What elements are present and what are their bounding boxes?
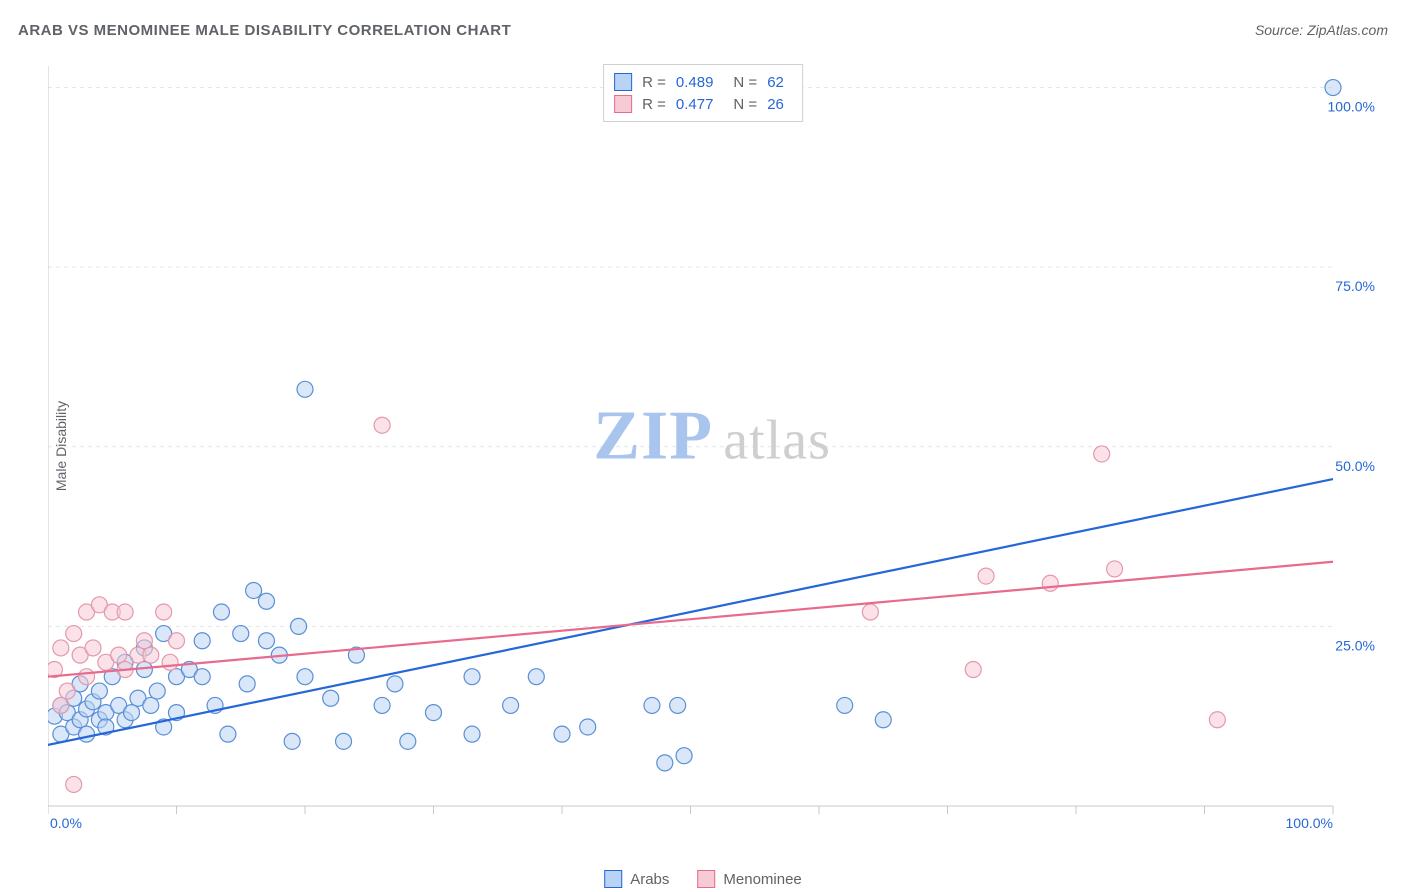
n-value-menominee: 26 bbox=[767, 96, 784, 113]
legend-swatch-arabs bbox=[614, 73, 632, 91]
r-label: R = bbox=[642, 74, 666, 91]
legend-swatch-menominee bbox=[614, 95, 632, 113]
legend-label-arabs: Arabs bbox=[630, 871, 669, 888]
svg-text:atlas: atlas bbox=[723, 409, 831, 471]
svg-text:75.0%: 75.0% bbox=[1335, 278, 1375, 294]
chart-svg: 25.0% 50.0% 75.0% 100.0% ZIPatlas 0.0% 100.0% bbox=[48, 58, 1378, 828]
source-label: Source: ZipAtlas.com bbox=[1255, 22, 1388, 38]
r-label: R = bbox=[642, 96, 666, 113]
svg-text:50.0%: 50.0% bbox=[1335, 458, 1375, 474]
chart-title: ARAB VS MENOMINEE MALE DISABILITY CORREL… bbox=[18, 22, 511, 39]
legend-item-arabs: Arabs bbox=[604, 870, 669, 888]
scatter-chart: 25.0% 50.0% 75.0% 100.0% ZIPatlas 0.0% 100.0% bbox=[48, 58, 1378, 828]
n-label: N = bbox=[733, 74, 757, 91]
series-legend: Arabs Menominee bbox=[604, 870, 802, 888]
legend-swatch-menominee-bottom bbox=[697, 870, 715, 888]
legend-row-menominee: R = 0.477 N = 26 bbox=[614, 93, 784, 115]
chart-header: ARAB VS MENOMINEE MALE DISABILITY CORREL… bbox=[18, 22, 1388, 46]
r-value-arabs: 0.489 bbox=[676, 74, 714, 91]
svg-text:ZIP: ZIP bbox=[593, 397, 713, 474]
svg-text:100.0%: 100.0% bbox=[1328, 99, 1375, 115]
legend-row-arabs: R = 0.489 N = 62 bbox=[614, 71, 784, 93]
svg-text:0.0%: 0.0% bbox=[50, 815, 82, 828]
svg-text:25.0%: 25.0% bbox=[1335, 637, 1375, 653]
n-value-arabs: 62 bbox=[767, 74, 784, 91]
n-label: N = bbox=[733, 96, 757, 113]
legend-label-menominee: Menominee bbox=[723, 871, 801, 888]
correlation-legend: R = 0.489 N = 62 R = 0.477 N = 26 bbox=[603, 64, 803, 122]
r-value-menominee: 0.477 bbox=[676, 96, 714, 113]
legend-swatch-arabs-bottom bbox=[604, 870, 622, 888]
svg-text:100.0%: 100.0% bbox=[1286, 815, 1333, 828]
legend-item-menominee: Menominee bbox=[697, 870, 801, 888]
